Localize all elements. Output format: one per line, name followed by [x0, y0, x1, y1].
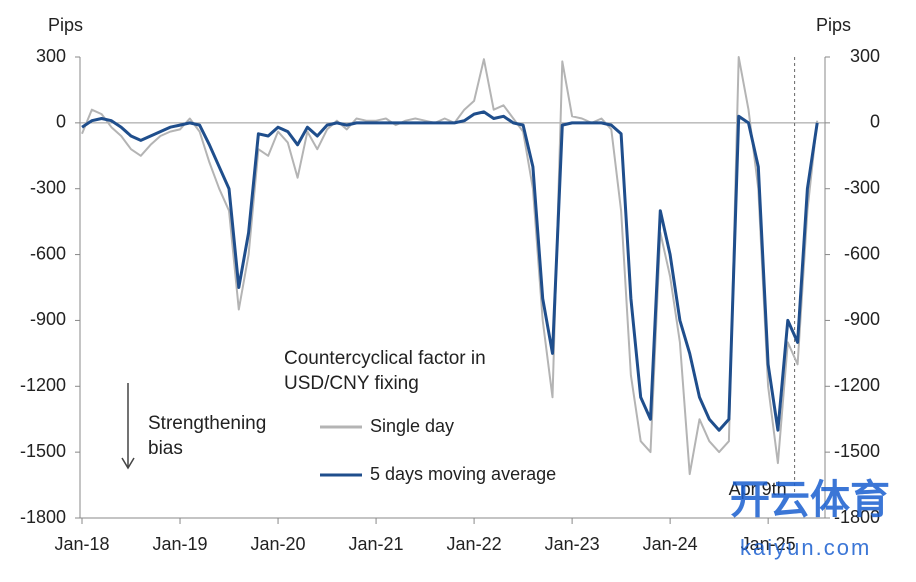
y-tick-label: -1500 [20, 441, 66, 461]
annotation: Apr 9th [729, 479, 787, 499]
y2-tick-label: -900 [844, 309, 880, 329]
y-tick-label: -900 [30, 309, 66, 329]
x-tick-label: Jan-19 [152, 534, 207, 554]
y2-axis-label: Pips [816, 15, 851, 35]
arrow-head [121, 457, 135, 470]
y-axis-label: Pips [48, 15, 83, 35]
y2-tick-label: -300 [844, 177, 880, 197]
watermark: 开云体育 [730, 478, 890, 522]
y-tick-label: -1200 [20, 375, 66, 395]
legend-label: Single day [370, 416, 454, 436]
y2-tick-label: -1200 [834, 375, 880, 395]
y2-tick-label: -1800 [834, 507, 880, 527]
series-line [81, 56, 819, 476]
x-tick-label: Jan-21 [349, 534, 404, 554]
y-tick-label: -600 [30, 243, 66, 263]
x-tick-label: Jan-25 [741, 534, 796, 554]
x-tick-label: Jan-23 [545, 534, 600, 554]
y2-tick-label: 0 [870, 112, 880, 132]
x-tick-label: Jan-24 [643, 534, 698, 554]
y2-tick-label: 300 [850, 46, 880, 66]
watermark: kaiyun.com [740, 535, 872, 560]
y2-tick-label: -1500 [834, 441, 880, 461]
y-tick-label: 300 [36, 46, 66, 66]
legend-label: 5 days moving average [370, 464, 556, 484]
x-tick-label: Jan-18 [54, 534, 109, 554]
y-tick-label: -1800 [20, 507, 66, 527]
y-tick-label: 0 [56, 112, 66, 132]
x-tick-label: Jan-20 [251, 534, 306, 554]
annotation: Strengthening bias [148, 413, 267, 459]
y2-tick-label: -600 [844, 243, 880, 263]
legend-title: Countercyclical factor in USD/CNY fixing [284, 348, 486, 394]
x-tick-label: Jan-22 [447, 534, 502, 554]
series-line [81, 110, 819, 432]
y-tick-label: -300 [30, 177, 66, 197]
